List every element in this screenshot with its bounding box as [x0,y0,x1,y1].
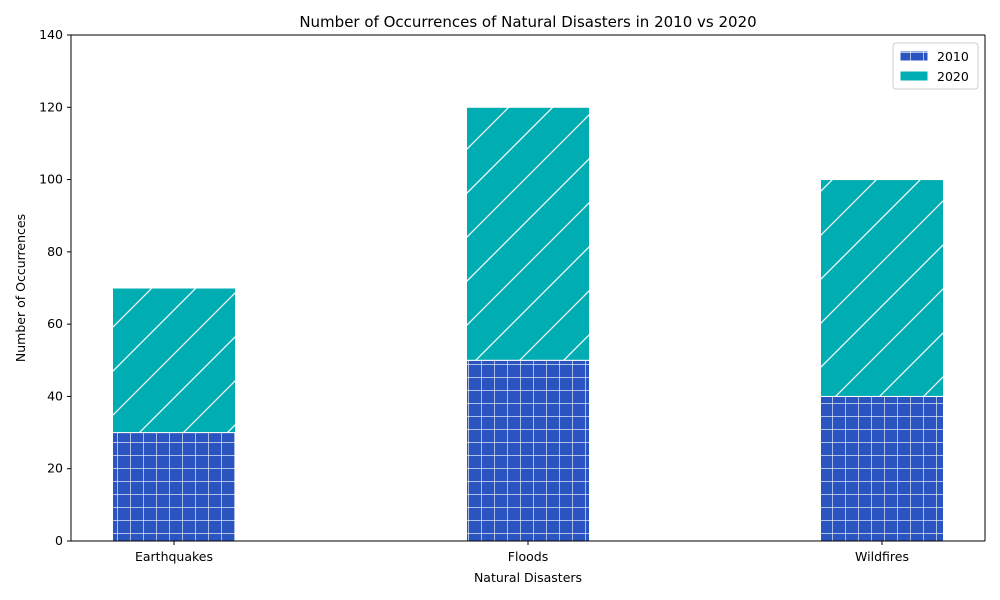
x-tick-label-floods: Floods [508,549,548,564]
y-tick-label-140: 140 [39,27,63,42]
y-tick-label-0: 0 [55,533,63,548]
bar-2020-wildfires-hatch [820,179,944,397]
bar-2010-earthquakes-hatch [112,432,236,541]
plot-area: 0 20 40 60 80 100 120 140 Earthquakes Floods Wildf… [39,27,986,564]
legend-swatch-hatch-2010 [900,51,928,61]
y-tick-label-60: 60 [47,316,63,331]
legend-label-2020: 2020 [937,69,969,84]
x-tick-label-wildfires: Wildfires [855,549,909,564]
bar-2020-floods-hatch [466,107,590,361]
y-tick-label-20: 20 [47,461,63,476]
x-axis-label: Natural Disasters [474,570,582,585]
bar-2020-earthquakes-hatch [112,288,236,433]
y-tick-label-100: 100 [39,172,63,187]
legend: 2010 2020 [892,42,979,90]
y-axis-label: Number of Occurrences [13,214,28,362]
x-tick-label-earthquakes: Earthquakes [135,549,213,564]
legend-label-2010: 2010 [937,49,969,64]
bar-2010-floods-hatch [466,360,590,541]
y-tick-label-40: 40 [47,388,63,403]
chart-title: Number of Occurrences of Natural Disaste… [299,13,756,31]
y-tick-label-80: 80 [47,244,63,259]
bar-2010-wildfires-hatch [820,396,944,541]
legend-swatch-hatch-2020 [900,71,928,81]
y-tick-label-120: 120 [39,99,63,114]
